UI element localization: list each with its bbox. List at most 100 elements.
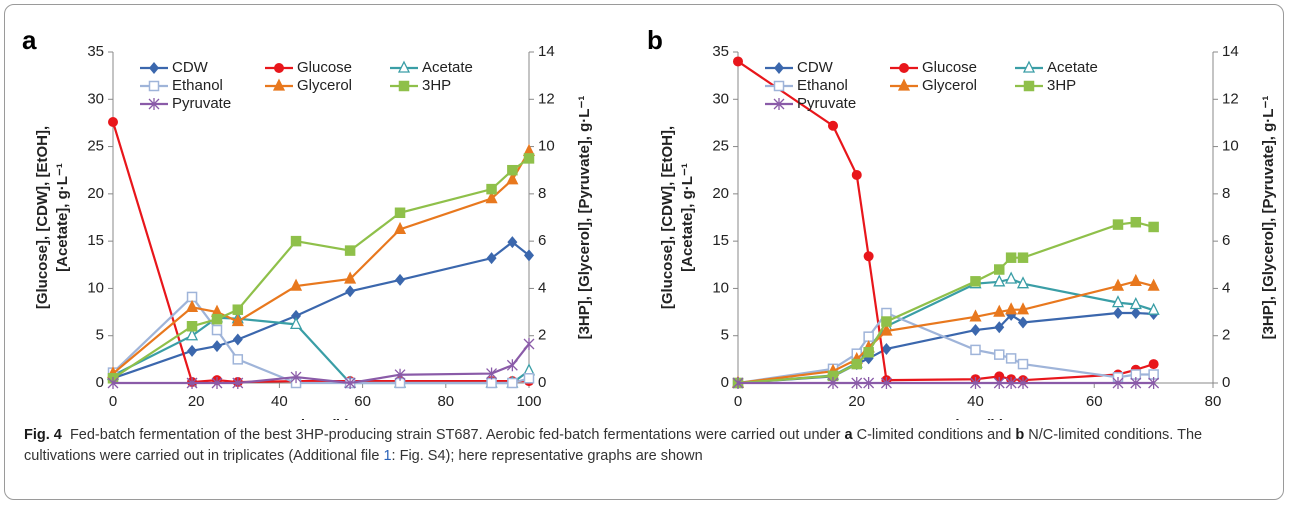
marker: [486, 183, 497, 195]
marker: [186, 321, 198, 332]
marker: [211, 324, 223, 336]
y-tick-label: 25: [87, 138, 104, 155]
legend-label: Pyruvate: [172, 95, 231, 112]
y2-tick-label: 10: [538, 138, 555, 155]
marker: [232, 377, 244, 389]
legend-marker: [1023, 80, 1035, 92]
caption-link[interactable]: 1: [383, 448, 392, 464]
marker: [827, 377, 839, 389]
legend-marker: [899, 63, 909, 73]
x-tick-label: 100: [516, 393, 541, 410]
marker: [733, 56, 743, 67]
marker: [851, 169, 862, 180]
marker: [970, 276, 981, 287]
y2-tick-label: 2: [538, 327, 546, 344]
panel-label: b: [647, 25, 663, 55]
y2-tick-label: 6: [538, 232, 546, 249]
legend-marker: [148, 80, 160, 92]
marker: [289, 278, 303, 291]
legend-label: Pyruvate: [797, 95, 856, 112]
legend-label: Ethanol: [797, 77, 848, 94]
marker: [185, 328, 199, 341]
marker: [828, 120, 838, 131]
marker: [863, 377, 875, 389]
marker: [485, 191, 498, 204]
marker: [881, 342, 892, 355]
y2-axis-title: [3HP], [Glycerol], [Pyruvate], g·L⁻¹: [1260, 96, 1277, 340]
y2-tick-label: 8: [1222, 185, 1230, 202]
x-tick-label: 0: [734, 393, 742, 410]
caption-text: b: [1015, 427, 1025, 443]
y-axis-title: [Acetate], g·L⁻¹: [54, 163, 71, 272]
series-line: [737, 221, 1154, 385]
marker: [1005, 302, 1018, 315]
marker: [1148, 221, 1159, 233]
marker: [523, 337, 535, 350]
y-tick-label: 20: [712, 185, 729, 202]
marker: [107, 377, 119, 389]
series-line: [112, 240, 530, 380]
marker: [486, 252, 497, 265]
marker: [506, 172, 519, 185]
marker: [394, 207, 406, 219]
y2-tick-label: 2: [1222, 327, 1230, 344]
marker: [863, 347, 874, 358]
series-line: [113, 343, 530, 385]
marker: [863, 251, 874, 262]
y2-tick-label: 0: [538, 374, 546, 391]
caption-text: Fed-batch fermentation of the best 3HP-p…: [69, 427, 845, 443]
x-axis-title: Time (h): [946, 417, 1004, 420]
y2-tick-label: 8: [538, 185, 546, 202]
marker: [231, 314, 244, 327]
marker: [993, 377, 1005, 389]
marker: [1148, 377, 1160, 389]
legend-label: Acetate: [1047, 59, 1098, 76]
marker: [1147, 302, 1160, 315]
x-axis-title: Time (h): [292, 417, 350, 420]
legend-label: Glycerol: [922, 77, 977, 94]
marker: [881, 307, 892, 319]
marker: [524, 249, 534, 262]
marker: [486, 367, 498, 380]
marker: [1112, 219, 1124, 230]
caption: Fig. 4 Fed-batch fermentation of the bes…: [24, 425, 1264, 467]
marker: [994, 264, 1005, 275]
legend-label: CDW: [172, 59, 209, 76]
legend-label: Ethanol: [172, 77, 223, 94]
marker: [970, 324, 981, 337]
marker: [187, 344, 198, 357]
marker: [993, 274, 1006, 287]
marker: [1111, 278, 1125, 291]
marker: [993, 304, 1006, 317]
figure: a0510152025303502468101214020406080100Ti…: [22, 25, 1277, 420]
y-tick-label: 15: [87, 232, 104, 249]
caption-label: Fig. 4: [24, 427, 62, 443]
x-tick-label: 60: [1086, 393, 1103, 410]
legend-marker: [149, 62, 159, 74]
marker: [289, 316, 303, 330]
marker: [186, 377, 198, 389]
marker: [507, 164, 518, 176]
legend-label: Acetate: [422, 59, 473, 76]
marker: [1016, 302, 1030, 315]
marker: [863, 331, 874, 342]
marker: [1005, 252, 1017, 263]
marker: [290, 235, 302, 247]
y-axis-title: [Acetate], g·L⁻¹: [679, 163, 696, 272]
marker: [1130, 216, 1142, 228]
marker: [344, 377, 356, 389]
legend-marker: [148, 98, 160, 110]
marker: [1018, 316, 1028, 329]
marker: [1111, 295, 1125, 308]
x-tick-label: 40: [967, 393, 984, 410]
marker: [880, 377, 892, 389]
x-tick-label: 60: [354, 393, 371, 410]
marker: [523, 373, 535, 384]
marker: [969, 309, 982, 322]
y-tick-label: 35: [712, 43, 729, 60]
marker: [1016, 276, 1030, 289]
marker: [232, 333, 243, 346]
legend-label: Glucose: [297, 59, 352, 76]
marker: [344, 271, 357, 284]
